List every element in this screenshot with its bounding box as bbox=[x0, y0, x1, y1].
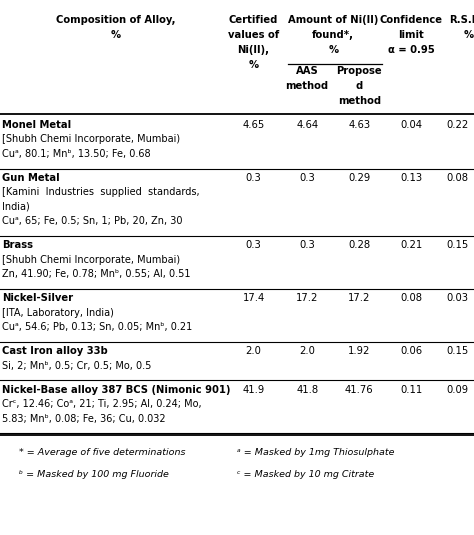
Text: AAS: AAS bbox=[296, 66, 319, 76]
Text: Crᶜ, 12.46; Coᵃ, 21; Ti, 2.95; Al, 0.24; Mo,: Crᶜ, 12.46; Coᵃ, 21; Ti, 2.95; Al, 0.24;… bbox=[2, 399, 202, 409]
Text: [Kamini  Industries  supplied  standards,: [Kamini Industries supplied standards, bbox=[2, 187, 200, 197]
Text: Gun Metal: Gun Metal bbox=[2, 173, 60, 183]
Text: 5.83; Mnᵇ, 0.08; Fe, 36; Cu, 0.032: 5.83; Mnᵇ, 0.08; Fe, 36; Cu, 0.032 bbox=[2, 414, 166, 424]
Text: limit: limit bbox=[399, 30, 424, 40]
Text: found*,: found*, bbox=[312, 30, 354, 40]
Text: R.S.D.,: R.S.D., bbox=[449, 15, 474, 25]
Text: d: d bbox=[356, 81, 363, 91]
Text: 17.2: 17.2 bbox=[348, 293, 371, 303]
Text: ᶜ = Masked by 10 mg Citrate: ᶜ = Masked by 10 mg Citrate bbox=[237, 470, 374, 479]
Text: method: method bbox=[286, 81, 328, 91]
Text: 1.92: 1.92 bbox=[348, 346, 371, 356]
Text: Cuᵃ, 80.1; Mnᵇ, 13.50; Fe, 0.68: Cuᵃ, 80.1; Mnᵇ, 13.50; Fe, 0.68 bbox=[2, 149, 151, 159]
Text: α = 0.95: α = 0.95 bbox=[388, 45, 435, 55]
Text: 4.65: 4.65 bbox=[243, 120, 264, 130]
Text: [Shubh Chemi Incorporate, Mumbai): [Shubh Chemi Incorporate, Mumbai) bbox=[2, 134, 181, 144]
Text: 0.3: 0.3 bbox=[246, 173, 262, 183]
Text: Cuᵃ, 54.6; Pb, 0.13; Sn, 0.05; Mnᵇ, 0.21: Cuᵃ, 54.6; Pb, 0.13; Sn, 0.05; Mnᵇ, 0.21 bbox=[2, 322, 192, 332]
Text: 2.0: 2.0 bbox=[299, 346, 315, 356]
Text: 0.08: 0.08 bbox=[401, 293, 422, 303]
Text: 0.06: 0.06 bbox=[401, 346, 422, 356]
Text: 0.21: 0.21 bbox=[401, 240, 422, 250]
Text: 41.9: 41.9 bbox=[243, 385, 264, 395]
Text: values of: values of bbox=[228, 30, 279, 40]
Text: Ni(II),: Ni(II), bbox=[237, 45, 270, 55]
Text: 0.29: 0.29 bbox=[348, 173, 370, 183]
Text: ᵇ = Masked by 100 mg Fluoride: ᵇ = Masked by 100 mg Fluoride bbox=[19, 470, 169, 479]
Text: 0.03: 0.03 bbox=[447, 293, 468, 303]
Text: ᵃ = Masked by 1mg Thiosulphate: ᵃ = Masked by 1mg Thiosulphate bbox=[237, 448, 394, 457]
Text: 0.11: 0.11 bbox=[401, 385, 422, 395]
Text: 17.2: 17.2 bbox=[296, 293, 319, 303]
Text: Monel Metal: Monel Metal bbox=[2, 120, 72, 130]
Text: Nickel-Silver: Nickel-Silver bbox=[2, 293, 73, 303]
Text: Zn, 41.90; Fe, 0.78; Mnᵇ, 0.55; Al, 0.51: Zn, 41.90; Fe, 0.78; Mnᵇ, 0.55; Al, 0.51 bbox=[2, 269, 191, 279]
Text: 41.8: 41.8 bbox=[296, 385, 318, 395]
Text: [ITA, Laboratory, India): [ITA, Laboratory, India) bbox=[2, 308, 114, 318]
Text: Certified: Certified bbox=[229, 15, 278, 25]
Text: India): India) bbox=[2, 202, 30, 212]
Text: %: % bbox=[111, 30, 121, 40]
Text: 0.13: 0.13 bbox=[401, 173, 422, 183]
Text: Amount of Ni(II): Amount of Ni(II) bbox=[288, 15, 378, 25]
Text: * = Average of five determinations: * = Average of five determinations bbox=[19, 448, 185, 457]
Text: 2.0: 2.0 bbox=[246, 346, 262, 356]
Text: 0.3: 0.3 bbox=[299, 173, 315, 183]
Text: %: % bbox=[463, 30, 474, 40]
Text: 0.15: 0.15 bbox=[446, 240, 468, 250]
Text: Cast Iron alloy 33b: Cast Iron alloy 33b bbox=[2, 346, 108, 356]
Text: Brass: Brass bbox=[2, 240, 33, 250]
Text: 4.63: 4.63 bbox=[348, 120, 370, 130]
Text: 0.28: 0.28 bbox=[348, 240, 370, 250]
Text: 0.09: 0.09 bbox=[446, 385, 468, 395]
Text: Confidence: Confidence bbox=[380, 15, 443, 25]
Text: Si, 2; Mnᵇ, 0.5; Cr, 0.5; Mo, 0.5: Si, 2; Mnᵇ, 0.5; Cr, 0.5; Mo, 0.5 bbox=[2, 361, 152, 371]
Text: 0.15: 0.15 bbox=[446, 346, 468, 356]
Text: 0.04: 0.04 bbox=[401, 120, 422, 130]
Text: [Shubh Chemi Incorporate, Mumbai): [Shubh Chemi Incorporate, Mumbai) bbox=[2, 255, 181, 265]
Text: 0.08: 0.08 bbox=[447, 173, 468, 183]
Text: Nickel-Base alloy 387 BCS (Nimonic 901): Nickel-Base alloy 387 BCS (Nimonic 901) bbox=[2, 385, 231, 395]
Text: Cuᵃ, 65; Fe, 0.5; Sn, 1; Pb, 20, Zn, 30: Cuᵃ, 65; Fe, 0.5; Sn, 1; Pb, 20, Zn, 30 bbox=[2, 216, 183, 226]
Text: method: method bbox=[338, 96, 381, 106]
Text: 0.3: 0.3 bbox=[299, 240, 315, 250]
Text: Composition of Alloy,: Composition of Alloy, bbox=[56, 15, 176, 25]
Text: Propose: Propose bbox=[337, 66, 382, 76]
Text: 17.4: 17.4 bbox=[243, 293, 264, 303]
Text: %: % bbox=[328, 45, 338, 55]
Text: 41.76: 41.76 bbox=[345, 385, 374, 395]
Text: 4.64: 4.64 bbox=[296, 120, 318, 130]
Text: %: % bbox=[248, 60, 259, 70]
Text: 0.22: 0.22 bbox=[446, 120, 468, 130]
Text: 0.3: 0.3 bbox=[246, 240, 262, 250]
